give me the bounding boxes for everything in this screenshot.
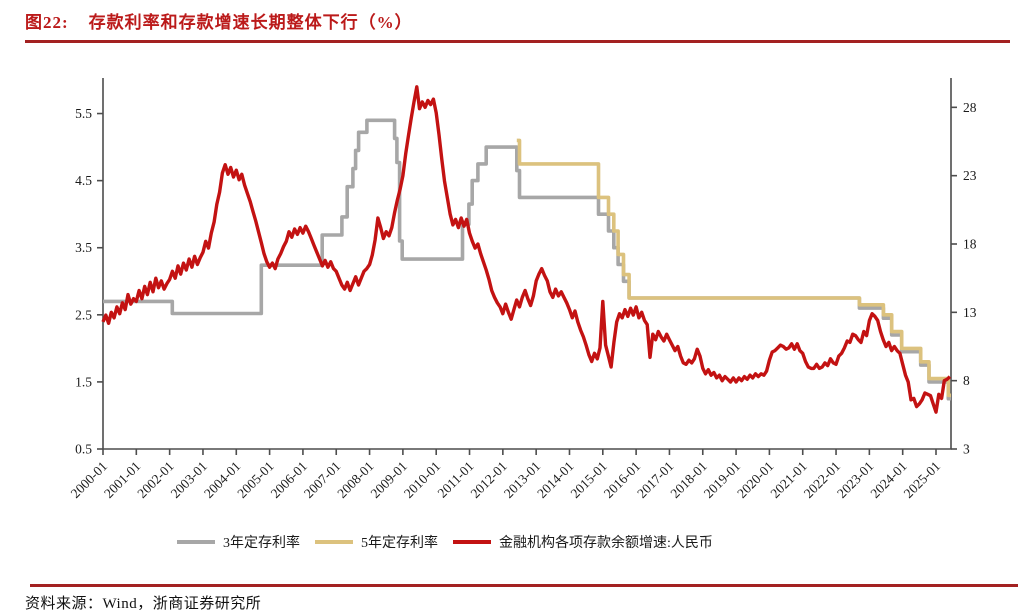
chart-legend: 3年定存利率 5年定存利率 金融机构各项存款余额增速:人民币 (0, 532, 890, 552)
x-tick-label: 2000-01 (68, 459, 110, 501)
x-tick-label: 2010-01 (401, 459, 443, 501)
axis-spine (102, 78, 952, 450)
figure-number: 图22: (25, 13, 69, 32)
x-tick-label: 2017-01 (634, 459, 676, 501)
y-left-tick-label: 2.5 (75, 307, 92, 322)
legend-swatch-deposit-growth (453, 540, 492, 544)
legend-item-5y-rate: 5年定存利率 (315, 532, 438, 552)
y-right-tick-label: 8 (963, 373, 970, 388)
x-tick-label: 2007-01 (301, 459, 343, 501)
x-tick-label: 2019-01 (701, 459, 743, 501)
figure-title: 图22: 存款利率和存款增速长期整体下行（%） (25, 8, 413, 33)
x-tick-label: 2016-01 (601, 459, 643, 501)
figure-title-text: 存款利率和存款增速长期整体下行（%） (88, 13, 413, 32)
legend-label-3y-rate: 3年定存利率 (223, 536, 301, 551)
x-tick-label: 2005-01 (234, 459, 276, 501)
legend-item-3y-rate: 3年定存利率 (177, 532, 300, 552)
x-tick-label: 2014-01 (534, 459, 576, 501)
title-divider-rule (25, 40, 1010, 43)
legend-label-deposit-growth: 金融机构各项存款余额增速:人民币 (499, 536, 713, 551)
x-tick-label: 2015-01 (567, 459, 609, 501)
series-deposit-growth-line (101, 85, 952, 414)
x-tick-label: 2020-01 (734, 459, 776, 501)
x-tick-label: 2002-01 (134, 459, 176, 501)
x-tick-label: 2022-01 (801, 459, 843, 501)
legend-label-5y-rate: 5年定存利率 (361, 536, 439, 551)
series-5y-deposit-rate-line (516, 138, 951, 398)
x-tick-label: 2009-01 (368, 459, 410, 501)
y-right-tick-label: 3 (963, 442, 970, 457)
x-tick-label: 2012-01 (468, 459, 510, 501)
y-left-tick-label: 4.5 (75, 173, 92, 188)
x-tick-label: 2023-01 (834, 459, 876, 501)
x-tick-label: 2003-01 (168, 459, 210, 501)
y-right-tick-label: 18 (963, 237, 977, 252)
legend-item-deposit-growth: 金融机构各项存款余额增速:人民币 (453, 532, 713, 552)
x-tick-label: 2024-01 (867, 459, 909, 501)
series-3y-deposit-rate-line (103, 118, 951, 401)
x-tick-label: 2021-01 (767, 459, 809, 501)
y-right-tick-label: 23 (963, 168, 977, 183)
x-tick-label: 2008-01 (334, 459, 376, 501)
legend-swatch-3y-rate (177, 540, 216, 544)
x-tick-label: 2013-01 (501, 459, 543, 501)
x-tick-label: 2006-01 (268, 459, 310, 501)
source-note: 资料来源：Wind，浙商证券研究所 (25, 596, 262, 612)
legend-swatch-5y-rate (315, 540, 354, 544)
footer-divider-rule (30, 584, 1018, 587)
y-left-tick-label: 3.5 (75, 240, 92, 255)
y-left-tick-label: 0.5 (75, 442, 92, 457)
x-tick-label: 2001-01 (101, 459, 143, 501)
x-tick-label: 2004-01 (201, 459, 243, 501)
x-tick-label: 2018-01 (667, 459, 709, 501)
x-tick-label: 2025-01 (901, 459, 943, 501)
y-left-tick-label: 5.5 (75, 106, 92, 121)
y-right-tick-label: 28 (963, 100, 977, 115)
y-right-tick-label: 13 (963, 305, 977, 320)
y-left-tick-label: 1.5 (75, 374, 92, 389)
